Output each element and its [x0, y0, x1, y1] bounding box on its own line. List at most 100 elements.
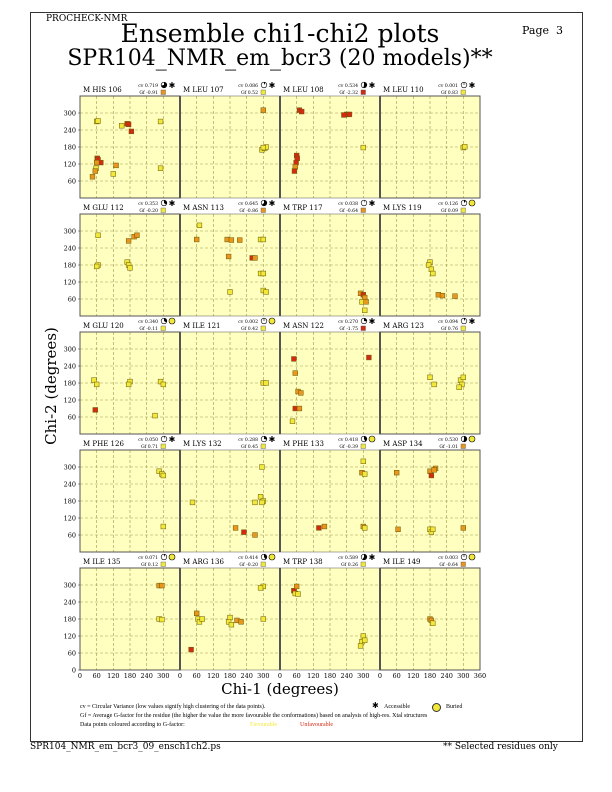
y-tick-label: 180	[64, 380, 76, 388]
x-tick-label: 120	[407, 672, 419, 680]
data-point	[128, 128, 135, 135]
x-tick-label: 180	[424, 672, 436, 680]
y-tick-label: 240	[64, 599, 76, 607]
data-point	[227, 289, 233, 295]
gf-colour-box	[460, 89, 466, 95]
gf-colour-box	[160, 207, 166, 213]
data-point	[456, 384, 462, 390]
accessible-icon: ✱	[369, 317, 376, 326]
legend-colour-text: Data points coloured according to G-fact…	[80, 722, 185, 728]
accessible-icon: ✱	[169, 435, 176, 444]
residue-name: M LEU 108	[283, 86, 324, 94]
data-point	[125, 238, 132, 244]
data-point	[427, 374, 433, 380]
data-point	[157, 165, 164, 171]
x-tick-label: 360	[474, 672, 486, 680]
cv-icon-fill	[164, 200, 167, 205]
cv-icon-fill	[364, 318, 367, 322]
gf-colour-box	[460, 207, 466, 213]
data-point	[232, 525, 239, 531]
residue-name: M ILE 149	[383, 558, 421, 566]
x-tick-label: 60	[393, 672, 401, 680]
cv-value: cv 0.003	[438, 555, 458, 561]
x-tick-label: 60	[293, 672, 301, 680]
residue-name: M TRP 138	[283, 558, 323, 566]
residue-name: M ARG 136	[183, 558, 224, 566]
data-point	[366, 354, 372, 361]
data-point	[341, 112, 347, 118]
x-tick-label: 120	[207, 672, 219, 680]
cv-value: cv 0.719	[138, 83, 158, 89]
data-point	[259, 499, 265, 506]
data-point	[362, 637, 368, 643]
x-tick-label: 240	[240, 672, 252, 680]
cv-value: cv 0.645	[238, 201, 258, 207]
residue-name: M GLU 120	[83, 322, 124, 330]
data-point	[431, 381, 437, 388]
x-tick-label: 0	[278, 672, 282, 680]
data-point	[360, 458, 366, 464]
page-frame	[30, 12, 583, 742]
gf-colour-box	[460, 561, 466, 567]
cv-icon-fill	[364, 200, 365, 203]
cv-value: cv 0.126	[438, 201, 458, 207]
cv-value: cv 0.414	[238, 555, 258, 561]
data-point	[321, 523, 328, 530]
gf-colour-box	[260, 207, 266, 213]
data-point	[252, 255, 258, 261]
y-tick-label: 60	[68, 178, 76, 186]
y-tick-label: 120	[64, 633, 76, 641]
y-tick-label: 0	[72, 667, 76, 675]
residue-name: M PHE 133	[283, 440, 324, 448]
data-point	[228, 237, 235, 243]
data-point	[298, 390, 304, 396]
data-point	[252, 499, 258, 506]
data-point	[452, 293, 458, 299]
cv-value: cv 0.001	[438, 83, 458, 89]
data-point	[134, 232, 140, 238]
residue-name: M ILE 121	[183, 322, 221, 330]
x-tick-label: 0	[178, 672, 182, 680]
cv-value: cv 0.534	[338, 83, 358, 89]
buried-icon	[468, 435, 476, 443]
data-point	[430, 620, 436, 626]
buried-icon	[168, 553, 176, 561]
gf-value: Gf 0.45	[241, 444, 258, 450]
buried-icon	[368, 435, 376, 443]
data-point	[295, 591, 301, 597]
gf-value: Gf 0.52	[241, 90, 258, 96]
cv-icon-fill	[463, 436, 467, 442]
data-point	[92, 168, 98, 174]
cv-icon-fill	[264, 82, 266, 85]
x-tick-label: 0	[378, 672, 382, 680]
x-tick-label: 240	[440, 672, 452, 680]
data-point	[228, 622, 235, 628]
data-point	[439, 292, 446, 299]
data-point	[127, 265, 133, 271]
residue-name: M ASN 113	[183, 204, 224, 212]
data-point	[237, 237, 243, 243]
gf-value: Gf -0.20	[139, 208, 158, 214]
data-point	[95, 118, 101, 124]
data-point	[194, 236, 200, 243]
data-point	[125, 381, 132, 388]
residue-name: M LYS 119	[383, 204, 422, 212]
y-tick-label: 300	[64, 110, 76, 118]
buried-icon	[268, 317, 276, 325]
data-point	[260, 144, 266, 151]
data-point	[257, 585, 264, 591]
x-tick-label: 240	[340, 672, 352, 680]
accessible-icon: ✱	[469, 317, 476, 326]
gf-value: Gf 0.09	[441, 208, 458, 214]
data-point	[292, 370, 298, 376]
gf-value: Gf -1.01	[439, 444, 458, 450]
accessible-icon: ✱	[269, 81, 276, 90]
data-point	[188, 646, 194, 653]
